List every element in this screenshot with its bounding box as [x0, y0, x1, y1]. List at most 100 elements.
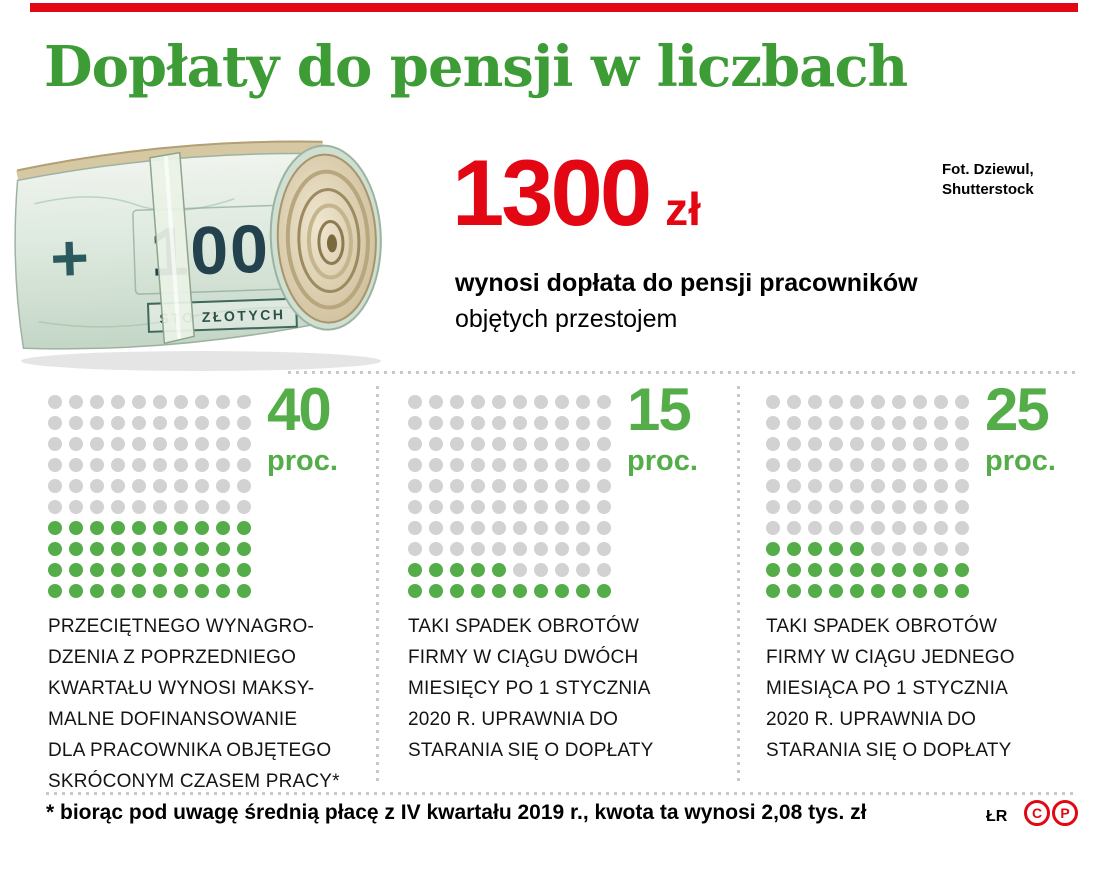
waffle-dot-empty [808, 499, 822, 514]
waffle-dot-empty [237, 457, 251, 472]
percentage-unit: proc. [985, 445, 1056, 477]
waffle-dot-empty [597, 541, 611, 556]
waffle-dot-empty [408, 478, 422, 493]
waffle-dot-empty [534, 394, 548, 409]
waffle-dot-empty [576, 562, 590, 577]
waffle-dot-filled [48, 520, 62, 535]
waffle-dot-empty [48, 478, 62, 493]
waffle-dot-empty [808, 478, 822, 493]
waffle-dot-empty [237, 436, 251, 451]
waffle-dot-empty [90, 394, 104, 409]
waffle-dot-empty [871, 520, 885, 535]
waffle-dot-filled [216, 520, 230, 535]
waffle-dot-filled [808, 583, 822, 598]
rolled-note-edge-line [17, 140, 323, 172]
waffle-dot-empty [450, 436, 464, 451]
waffle-dot-filled [955, 562, 969, 577]
waffle-dot-empty [850, 436, 864, 451]
percentage-label: 25 proc. [985, 380, 1056, 478]
waffle-dot-empty [871, 457, 885, 472]
waffle-dot-filled [913, 583, 927, 598]
waffle-dot-empty [955, 499, 969, 514]
waffle-chart [408, 391, 618, 601]
waffle-dot-empty [216, 415, 230, 430]
waffle-dot-empty [829, 478, 843, 493]
waffle-dot-empty [90, 478, 104, 493]
waffle-dot-empty [892, 541, 906, 556]
highlight-amount: 1300 zł [452, 146, 701, 240]
waffle-dot-filled [132, 541, 146, 556]
waffle-dot-empty [534, 457, 548, 472]
waffle-dot-empty [450, 394, 464, 409]
rolled-note-edges [16, 141, 323, 183]
waffle-dot-empty [471, 499, 485, 514]
waffle-dot-empty [69, 478, 83, 493]
waffle-dot-filled [132, 562, 146, 577]
author-initials: ŁR [986, 808, 1008, 825]
waffle-dot-empty [471, 436, 485, 451]
column-description: TAKI SPADEK OBROTÓW FIRMY W CIĄGU DWÓCH … [408, 616, 654, 761]
waffle-dot-empty [471, 478, 485, 493]
waffle-dot-empty [913, 520, 927, 535]
waffle-dot-empty [871, 415, 885, 430]
waffle-dot-filled [237, 520, 251, 535]
waffle-dot-empty [450, 415, 464, 430]
waffle-dot-filled [892, 562, 906, 577]
waffle-dot-empty [153, 478, 167, 493]
stat-column-40: 40 proc. PRZECIĘTNEGO WYNAGRO- DZENIA Z … [48, 380, 360, 792]
waffle-dot-empty [513, 520, 527, 535]
waffle-dot-empty [111, 478, 125, 493]
waffle-dot-filled [195, 541, 209, 556]
waffle-dot-empty [534, 478, 548, 493]
waffle-dot-empty [195, 394, 209, 409]
waffle-dot-filled [787, 541, 801, 556]
waffle-dot-filled [174, 520, 188, 535]
waffle-dot-empty [132, 394, 146, 409]
waffle-dot-empty [429, 541, 443, 556]
waffle-dot-filled [174, 583, 188, 598]
waffle-dot-empty [808, 415, 822, 430]
waffle-dot-empty [576, 415, 590, 430]
waffle-dot-empty [555, 415, 569, 430]
waffle-dot-empty [492, 520, 506, 535]
waffle-dot-empty [787, 499, 801, 514]
waffle-dot-filled [48, 562, 62, 577]
waffle-dot-filled [69, 583, 83, 598]
waffle-dot-empty [153, 457, 167, 472]
waffle-dot-empty [174, 415, 188, 430]
rubber-band-highlight [163, 156, 182, 339]
waffle-dot-filled [111, 562, 125, 577]
waffle-dot-empty [555, 457, 569, 472]
waffle-dot-empty [237, 394, 251, 409]
waffle-dot-empty [892, 520, 906, 535]
waffle-dot-empty [555, 394, 569, 409]
waffle-dot-empty [787, 457, 801, 472]
waffle-dot-empty [534, 499, 548, 514]
waffle-dot-filled [492, 562, 506, 577]
vertical-dotted-divider [737, 386, 740, 786]
waffle-dot-empty [408, 541, 422, 556]
waffle-dot-empty [132, 436, 146, 451]
waffle-dot-empty [237, 478, 251, 493]
waffle-dot-empty [597, 499, 611, 514]
waffle-dot-empty [153, 499, 167, 514]
waffle-dot-filled [766, 583, 780, 598]
waffle-dot-filled [48, 541, 62, 556]
column-description: TAKI SPADEK OBROTÓW FIRMY W CIĄGU JEDNEG… [766, 616, 1015, 761]
waffle-dot-filled [597, 583, 611, 598]
waffle-dot-filled [69, 541, 83, 556]
waffle-dot-filled [237, 583, 251, 598]
waffle-dot-filled [111, 520, 125, 535]
waffle-dot-empty [195, 499, 209, 514]
waffle-dot-filled [576, 583, 590, 598]
waffle-dot-empty [429, 520, 443, 535]
waffle-dot-filled [90, 562, 104, 577]
waffle-dot-empty [174, 457, 188, 472]
waffle-dot-empty [850, 415, 864, 430]
waffle-dot-empty [576, 520, 590, 535]
waffle-dot-empty [492, 457, 506, 472]
waffle-dot-filled [132, 583, 146, 598]
waffle-dot-filled [850, 562, 864, 577]
waffle-dot-empty [597, 415, 611, 430]
